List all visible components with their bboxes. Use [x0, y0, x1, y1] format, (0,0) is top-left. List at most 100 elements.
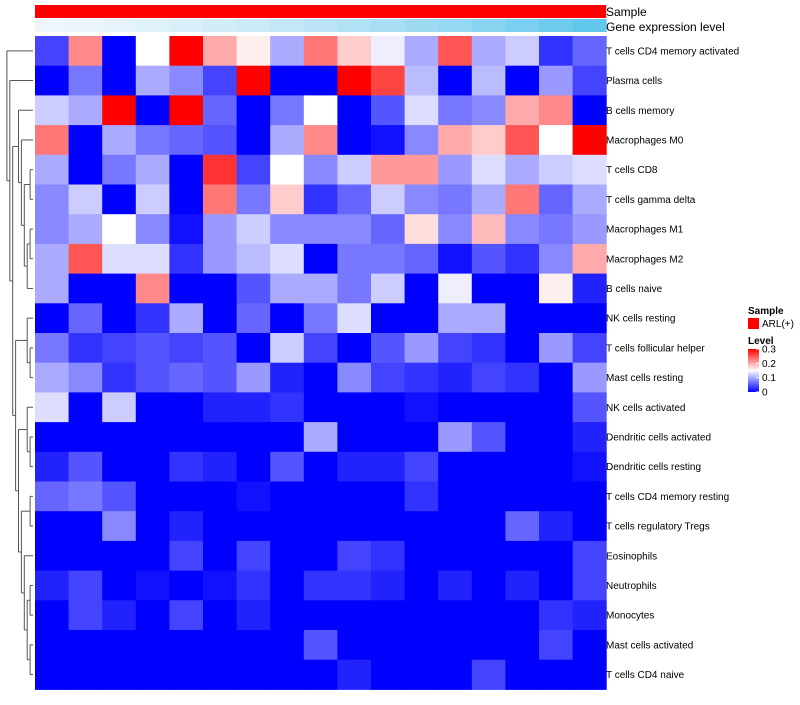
- heatmap-cell: [303, 125, 338, 156]
- heatmap-cell: [572, 540, 607, 572]
- heatmap-cell: [68, 481, 103, 512]
- heatmap-cell: [35, 273, 70, 304]
- row-label: B cells naive: [606, 284, 663, 295]
- heatmap-cell: [270, 422, 305, 453]
- heatmap-cell: [404, 65, 439, 96]
- heatmap-cell: [169, 95, 204, 126]
- heatmap-cell: [337, 451, 372, 482]
- heatmap-cell: [135, 214, 170, 245]
- expression-annotation-cell: [337, 19, 372, 32]
- heatmap-cell: [270, 214, 305, 245]
- heatmap-cell: [203, 333, 238, 364]
- heatmap-cell: [572, 659, 607, 690]
- heatmap-cell: [471, 214, 506, 245]
- heatmap-cell: [102, 451, 137, 482]
- heatmap-cell: [572, 154, 607, 185]
- heatmap-cell: [135, 570, 170, 601]
- heatmap-cell: [270, 154, 305, 185]
- heatmap-cell: [270, 481, 305, 512]
- heatmap-cell: [203, 630, 238, 661]
- heatmap-cell: [35, 630, 70, 661]
- heatmap-cell: [303, 184, 338, 215]
- heatmap-cell: [371, 570, 406, 601]
- heatmap-cell: [438, 273, 473, 304]
- heatmap-cell: [270, 243, 305, 275]
- heatmap-cell: [169, 630, 204, 661]
- heatmap-cell: [572, 125, 607, 156]
- expression-annotation-cell: [505, 19, 540, 32]
- heatmap-cell: [135, 36, 170, 67]
- heatmap-cell: [572, 333, 607, 364]
- heatmap-cell: [371, 511, 406, 542]
- heatmap-cell: [371, 65, 406, 96]
- row-label: NK cells resting: [606, 314, 675, 325]
- heatmap-cell: [35, 95, 70, 126]
- row-label: T cells gamma delta: [606, 195, 696, 206]
- heatmap-cell: [438, 659, 473, 690]
- row-label: T cells CD8: [606, 165, 658, 176]
- heatmap-cell: [539, 600, 574, 631]
- heatmap-cell: [539, 214, 574, 245]
- heatmap-cell: [404, 570, 439, 601]
- heatmap-cell: [303, 154, 338, 185]
- heatmap-cell: [102, 540, 137, 572]
- heatmap-cell: [135, 481, 170, 512]
- heatmap-cell: [203, 540, 238, 572]
- heatmap-cell: [404, 184, 439, 215]
- heatmap-cell: [169, 65, 204, 96]
- heatmap-cell: [303, 214, 338, 245]
- heatmap-cell: [539, 630, 574, 661]
- heatmap-cell: [505, 65, 540, 96]
- heatmap-cell: [169, 600, 204, 631]
- heatmap-cell: [135, 65, 170, 96]
- heatmap-cell: [505, 214, 540, 245]
- heatmap-cell: [371, 243, 406, 275]
- heatmap-cell: [68, 125, 103, 156]
- heatmap-cell: [135, 125, 170, 156]
- heatmap-cell: [303, 600, 338, 631]
- expression-annotation-cell: [203, 19, 238, 32]
- heatmap-cell: [169, 273, 204, 304]
- heatmap-cell: [303, 422, 338, 453]
- heatmap-cell: [539, 659, 574, 690]
- heatmap-cell: [471, 451, 506, 482]
- heatmap-cell: [35, 481, 70, 512]
- heatmap-cell: [35, 243, 70, 275]
- row-label: Neutrophils: [606, 581, 657, 592]
- heatmap-cell: [169, 303, 204, 334]
- heatmap-cell: [236, 362, 271, 393]
- heatmap-cell: [236, 659, 271, 690]
- heatmap-cell: [68, 600, 103, 631]
- heatmap-cell: [539, 422, 574, 453]
- heatmap-cell: [203, 362, 238, 393]
- heatmap-cell: [135, 540, 170, 572]
- heatmap-cell: [438, 36, 473, 67]
- heatmap-cell: [572, 65, 607, 96]
- heatmap-cell: [135, 422, 170, 453]
- heatmap-cell: [505, 659, 540, 690]
- heatmap-cell: [505, 392, 540, 423]
- heatmap-cell: [35, 65, 70, 96]
- heatmap-cell: [203, 125, 238, 156]
- heatmap-cell: [102, 422, 137, 453]
- heatmap-cell: [337, 184, 372, 215]
- heatmap-cell: [505, 481, 540, 512]
- heatmap-cell: [102, 570, 137, 601]
- heatmap-cell: [371, 392, 406, 423]
- heatmap-cell: [404, 362, 439, 393]
- heatmap-cell: [102, 125, 137, 156]
- heatmap-cell: [337, 214, 372, 245]
- sample-annotation-bar: [35, 5, 607, 18]
- heatmap-cell: [35, 540, 70, 572]
- heatmap-cell: [68, 273, 103, 304]
- heatmap-cell: [135, 95, 170, 126]
- heatmap-cell: [404, 422, 439, 453]
- heatmap-cell: [68, 570, 103, 601]
- heatmap-cell: [505, 303, 540, 334]
- heatmap-cell: [236, 511, 271, 542]
- heatmap-cell: [236, 273, 271, 304]
- heatmap-cell: [371, 659, 406, 690]
- heatmap-cell: [236, 570, 271, 601]
- heatmap-cell: [68, 422, 103, 453]
- heatmap-cell: [203, 184, 238, 215]
